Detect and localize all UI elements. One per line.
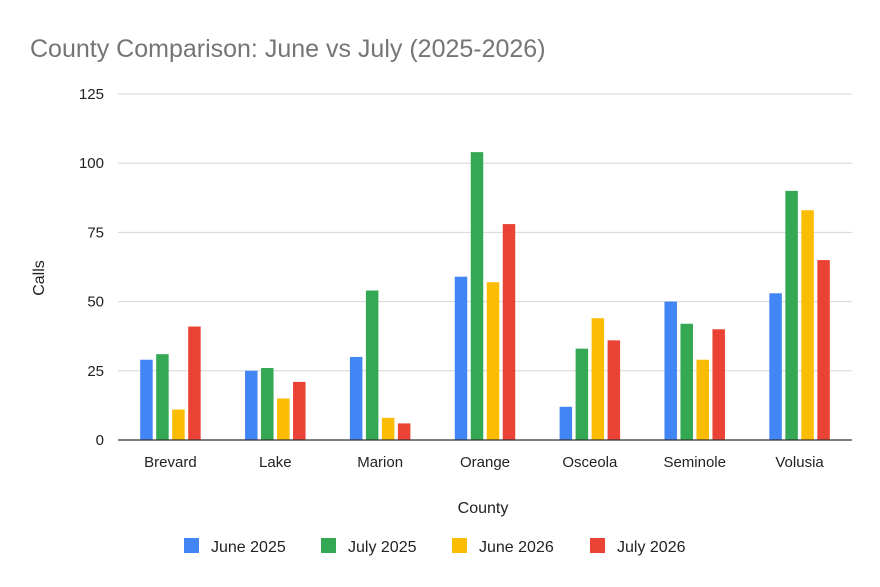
legend-swatch [452, 538, 467, 553]
bar [293, 381, 306, 440]
bar [172, 409, 185, 440]
y-tick-label: 100 [79, 155, 104, 172]
bar [365, 290, 379, 440]
bar [559, 406, 573, 440]
x-tick-label: Seminole [663, 454, 726, 471]
legend-label: June 2026 [479, 539, 554, 556]
bar [502, 224, 516, 440]
bar [140, 359, 153, 440]
bar [785, 190, 798, 440]
y-tick-label: 0 [96, 432, 104, 449]
bar [349, 356, 363, 440]
legend-swatch [321, 538, 336, 553]
y-tick-label: 50 [87, 294, 104, 311]
x-tick-label: Volusia [775, 454, 824, 471]
bar [769, 293, 782, 440]
bars [140, 152, 830, 441]
y-axis-ticks: 0 25 50 75 100 125 [79, 86, 104, 449]
y-axis-title: Calls [31, 260, 48, 296]
bar [397, 423, 411, 440]
bar [261, 368, 274, 440]
x-tick-label: Osceola [562, 454, 618, 471]
x-tick-label: Brevard [144, 454, 197, 471]
x-axis-ticks: Brevard Lake Marion Orange Osceola Seminole Vo… [144, 454, 824, 471]
legend-swatch [184, 538, 199, 553]
bar [575, 348, 589, 440]
bar [712, 329, 725, 440]
bar [277, 398, 290, 440]
x-axis-title: County [458, 500, 509, 517]
gridlines [118, 93, 852, 372]
chart-title: County Comparison: June vs July (2025-20… [30, 35, 546, 63]
bar [470, 152, 484, 441]
bar [381, 417, 395, 440]
bar [245, 370, 258, 440]
y-tick-label: 25 [87, 363, 104, 380]
bar [664, 301, 677, 440]
bar [454, 276, 468, 440]
legend-label: July 2025 [348, 539, 417, 556]
bar [801, 210, 814, 440]
legend: June 2025 July 2025 June 2026 July 2026 [184, 538, 686, 556]
bar [680, 323, 693, 440]
y-tick-label: 125 [79, 86, 104, 103]
y-tick-label: 75 [87, 224, 104, 241]
bar [696, 359, 709, 440]
legend-swatch [590, 538, 605, 553]
bar [817, 260, 830, 440]
x-tick-label: Orange [460, 454, 510, 471]
x-tick-label: Marion [357, 454, 403, 471]
legend-label: July 2026 [617, 539, 686, 556]
bar [591, 318, 605, 440]
bar [156, 354, 169, 440]
legend-label: June 2025 [211, 539, 286, 556]
bar [486, 282, 500, 440]
bar [607, 340, 621, 440]
x-tick-label: Lake [259, 454, 292, 471]
bar [188, 326, 201, 440]
